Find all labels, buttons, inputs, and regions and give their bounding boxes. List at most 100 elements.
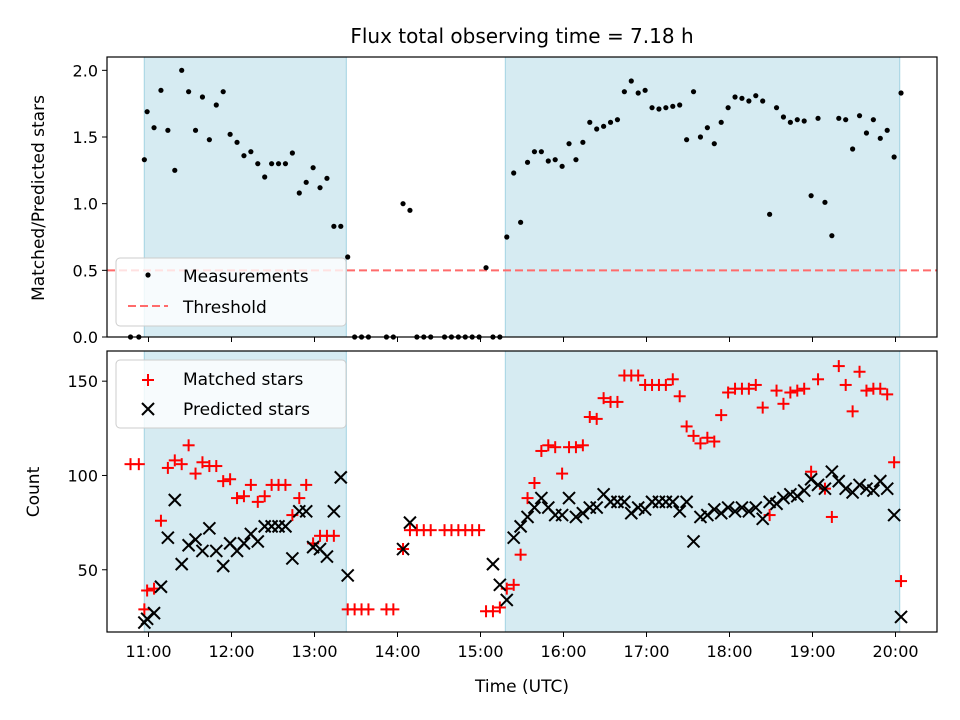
predicted-stars-stroke [527, 500, 542, 515]
predicted-stars-stroke [728, 504, 742, 519]
matched-stars-point [583, 411, 596, 424]
matched-stars-point [196, 456, 209, 469]
matched-stars-point [895, 575, 908, 588]
matched-stars-point [138, 603, 151, 616]
measurement-point [158, 87, 164, 93]
predicted-stars-stroke [804, 472, 818, 486]
x-tick-label: 20:00 [872, 642, 918, 661]
predicted-stars-stroke [562, 491, 576, 505]
matched-stars-point [853, 365, 866, 378]
predicted-stars-point [755, 512, 770, 526]
predicted-stars-point [174, 557, 189, 571]
measurement-point [220, 89, 226, 95]
predicted-stars-point [721, 500, 735, 515]
predicted-stars-stroke [285, 551, 300, 566]
predicted-stars-stroke [174, 557, 189, 571]
matched-stars-point [300, 478, 313, 491]
measurement-point [732, 94, 738, 100]
x-tick-label: 12:00 [208, 642, 254, 661]
measurement-point [642, 87, 648, 93]
matched-stars-point [231, 492, 244, 505]
measurement-point [704, 125, 710, 131]
predicted-stars-point [728, 504, 742, 519]
predicted-stars-stroke [873, 474, 887, 488]
measurement-point [324, 175, 330, 181]
matched-stars-point [549, 441, 562, 454]
matched-stars-point [224, 473, 237, 486]
predicted-stars-point [161, 530, 175, 545]
measurement-point [255, 161, 261, 167]
matched-stars-point [542, 439, 555, 452]
measurement-point [587, 119, 593, 125]
matched-stars-point [659, 378, 672, 391]
matched-stars-point [175, 458, 188, 471]
matched-stars-point [798, 382, 811, 395]
predicted-stars-stroke [278, 519, 293, 534]
predicted-stars-stroke [749, 500, 763, 515]
predicted-stars-stroke [859, 481, 874, 496]
x-tick-label: 17:00 [623, 642, 669, 661]
predicted-stars-stroke [742, 504, 756, 519]
top-y-axis-label: Matched/Predicted stars [29, 95, 49, 301]
predicted-stars-point [811, 478, 825, 492]
measurement-point [400, 201, 406, 207]
predicted-stars-stroke [327, 504, 341, 519]
predicted-stars-point [251, 534, 265, 549]
predicted-stars-point [880, 481, 894, 496]
predicted-stars-point [679, 495, 694, 509]
matched-stars-point [279, 478, 292, 491]
predicted-stars-stroke [313, 542, 327, 556]
measurement-point [635, 90, 641, 96]
measurement-point [884, 127, 890, 133]
x-tick-label: 18:00 [706, 642, 752, 661]
predicted-stars-stroke [686, 534, 701, 549]
matched-stars-point [860, 384, 873, 397]
predicted-stars-point [216, 559, 230, 573]
predicted-stars-point [555, 508, 569, 522]
predicted-stars-stroke [762, 495, 777, 509]
matched-stars-point [141, 584, 154, 597]
predicted-stars-stroke [818, 481, 832, 496]
measurement-point [628, 78, 634, 84]
predicted-stars-stroke [555, 508, 569, 522]
predicted-stars-point [617, 495, 632, 509]
predicted-stars-stroke [244, 527, 258, 541]
x-tick-label: 13:00 [291, 642, 337, 661]
measurement-point [275, 161, 282, 167]
measurement-point [725, 105, 731, 111]
legend-matched-marker [142, 374, 154, 386]
predicted-stars-point [527, 500, 542, 515]
matched-stars-point [387, 603, 400, 616]
matched-stars-point [701, 431, 714, 444]
measurement-point [684, 137, 690, 143]
predicted-stars-stroke [596, 487, 611, 502]
measurement-point [248, 149, 254, 155]
measurement-point [746, 98, 752, 104]
matched-stars-point [881, 388, 894, 401]
measurement-point [808, 193, 814, 199]
measurement-point [891, 154, 897, 160]
legend-threshold-label: Threshold [182, 298, 267, 318]
predicted-stars-stroke [631, 500, 645, 515]
matched-stars-point [846, 405, 859, 418]
predicted-stars-stroke [707, 502, 721, 517]
predicted-stars-stroke [500, 593, 514, 607]
matched-stars-point [791, 384, 804, 397]
matched-stars-point [673, 390, 686, 403]
predicted-stars-point [666, 495, 680, 509]
predicted-stars-stroke [776, 491, 791, 505]
measurement-point [566, 141, 572, 147]
measurement-point [531, 149, 538, 155]
x-tick-label: 11:00 [125, 642, 171, 661]
predicted-stars-point [334, 470, 348, 485]
predicted-stars-point [562, 491, 576, 505]
measurement-point [863, 130, 870, 136]
measurement-point [227, 131, 233, 137]
matched-stars-point [258, 490, 271, 503]
predicted-stars-point [735, 500, 749, 515]
measurement-point [843, 117, 849, 123]
measurement-point [552, 157, 558, 163]
predicted-stars-stroke [202, 521, 217, 535]
measurement-point [269, 161, 275, 167]
